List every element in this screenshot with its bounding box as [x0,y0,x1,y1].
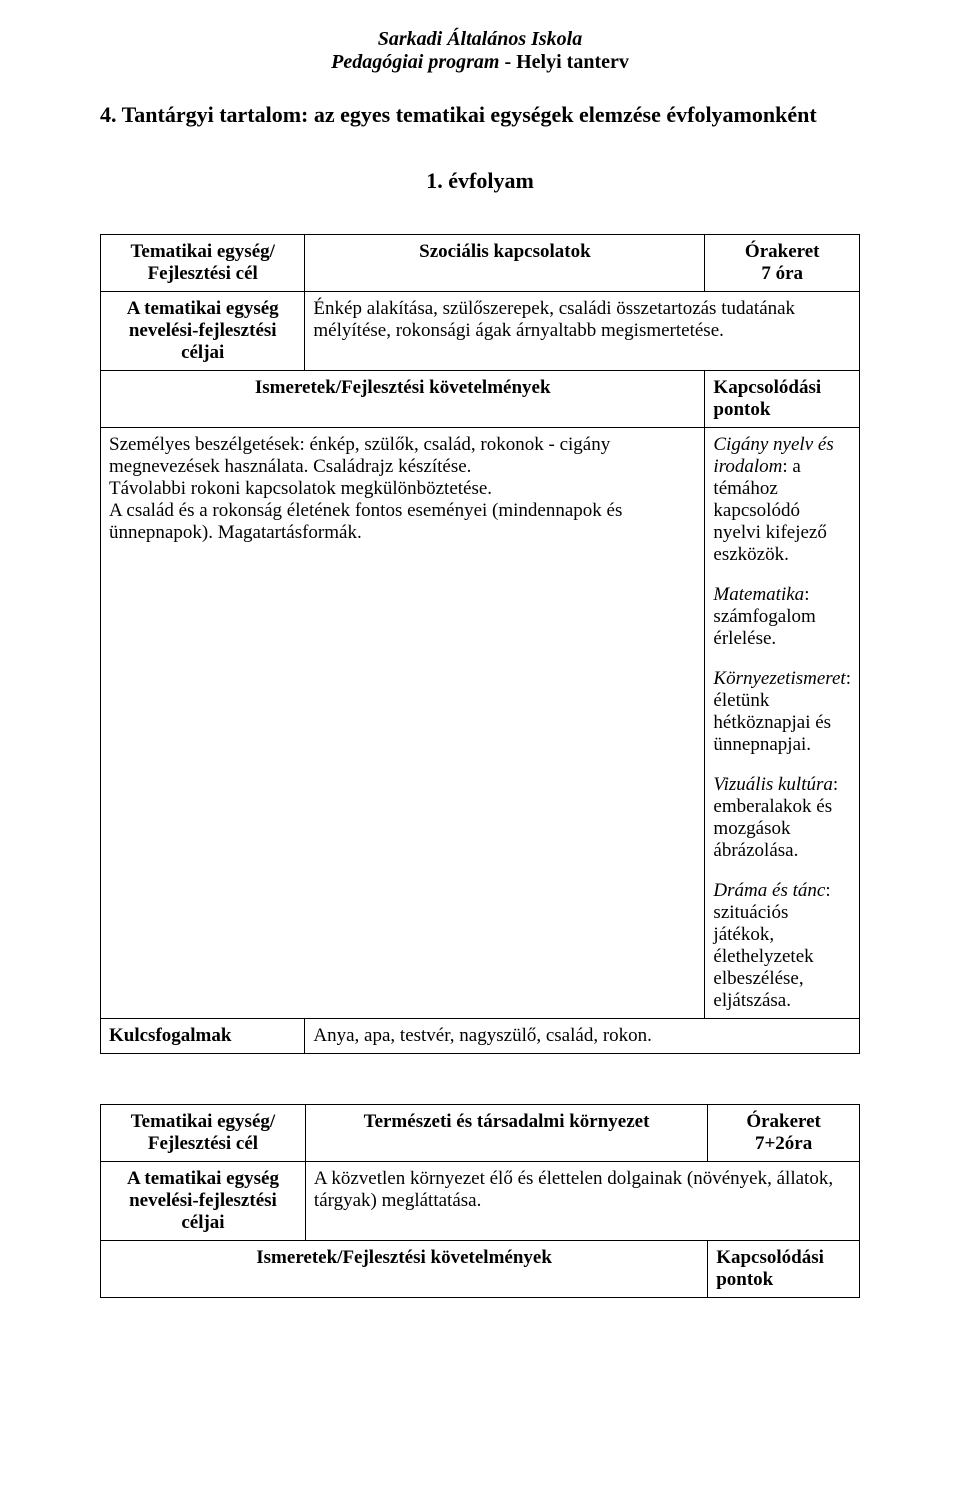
connection-item: Környezetismeret: életünk hétköznapjai é… [713,668,851,756]
key-concepts-text: Anya, apa, testvér, nagyszülő, család, r… [305,1019,860,1054]
program-line: Pedagógiai program - Helyi tanterv [100,51,860,74]
goals-label-cell: A tematikai egység nevelési-fejlesztési … [101,292,305,371]
goals-text-cell: A közvetlen környezet élő és élettelen d… [305,1162,859,1241]
connection-subject: Vizuális kultúra [713,774,832,795]
goals-text-cell: Énkép alakítása, szülőszerepek, családi … [305,292,860,371]
unit-label-cell: Tematikai egység/ Fejlesztési cél [101,1105,306,1162]
goals-label-line2: nevelési-fejlesztési [109,1190,297,1212]
connection-item: Dráma és tánc: szituációs játékok, életh… [713,880,851,1012]
unit-label-line1: Tematikai egység/ [109,1111,297,1133]
unit-table-2: Tematikai egység/ Fejlesztési cél Termés… [100,1104,860,1298]
hours-cell: Órakeret 7 óra [705,235,860,292]
hours-value: 7 óra [713,263,851,285]
unit-label-line1: Tematikai egység/ [109,241,296,263]
requirements-header: Ismeretek/Fejlesztési követelmények [101,371,705,428]
requirements-body: Személyes beszélgetések: énkép, szülők, … [101,428,705,1019]
goals-label-line2: nevelési-fejlesztési [109,320,296,342]
table-row: Tematikai egység/ Fejlesztési cél Termés… [101,1105,860,1162]
connection-item: Cigány nyelv és irodalom: a témához kapc… [713,434,851,566]
connections-body: Cigány nyelv és irodalom: a témához kapc… [705,428,860,1019]
table-row: A tematikai egység nevelési-fejlesztési … [101,1162,860,1241]
unit-label-line2: Fejlesztési cél [109,263,296,285]
unit-title-cell: Szociális kapcsolatok [305,235,705,292]
requirements-header: Ismeretek/Fejlesztési követelmények [101,1241,708,1298]
goals-label-line1: A tematikai egység [109,298,296,320]
connections-header: Kapcsolódási pontok [708,1241,860,1298]
goals-label-line3: céljai [109,342,296,364]
unit-table-1: Tematikai egység/ Fejlesztési cél Szociá… [100,234,860,1054]
connection-subject: Cigány nyelv és irodalom [713,434,833,477]
goals-label-line1: A tematikai egység [109,1168,297,1190]
program-dash: - [499,51,516,73]
goals-label-cell: A tematikai egység nevelési-fejlesztési … [101,1162,306,1241]
hours-cell: Órakeret 7+2óra [708,1105,860,1162]
table-row: Kulcsfogalmak Anya, apa, testvér, nagysz… [101,1019,860,1054]
table-row: A tematikai egység nevelési-fejlesztési … [101,292,860,371]
program-rest: Helyi tanterv [516,51,629,73]
unit-label-cell: Tematikai egység/ Fejlesztési cél [101,235,305,292]
document-header: Sarkadi Általános Iskola Pedagógiai prog… [100,28,860,74]
connection-subject: Matematika [713,584,804,605]
page-content: Sarkadi Általános Iskola Pedagógiai prog… [0,0,960,1408]
connection-subject: Dráma és tánc [713,880,825,901]
section-4-heading: 4. Tantárgyi tartalom: az egyes tematika… [100,102,860,128]
program-italic: Pedagógiai program [331,51,499,73]
table-row: Személyes beszélgetések: énkép, szülők, … [101,428,860,1019]
connections-header: Kapcsolódási pontok [705,371,860,428]
unit-label-line2: Fejlesztési cél [109,1133,297,1155]
connection-subject: Környezetismeret [713,668,845,689]
connection-item: Matematika: számfogalom érlelése. [713,584,851,650]
grade-subheading: 1. évfolyam [100,168,860,194]
key-concepts-label: Kulcsfogalmak [101,1019,305,1054]
unit-title-cell: Természeti és társadalmi környezet [305,1105,707,1162]
table-row: Ismeretek/Fejlesztési követelmények Kapc… [101,371,860,428]
school-name: Sarkadi Általános Iskola [100,28,860,51]
goals-label-line3: céljai [109,1212,297,1234]
connection-item: Vizuális kultúra: emberalakok és mozgáso… [713,774,851,862]
table-row: Tematikai egység/ Fejlesztési cél Szociá… [101,235,860,292]
hours-label: Órakeret [713,241,851,263]
hours-label: Órakeret [716,1111,851,1133]
table-row: Ismeretek/Fejlesztési követelmények Kapc… [101,1241,860,1298]
hours-value: 7+2óra [716,1133,851,1155]
